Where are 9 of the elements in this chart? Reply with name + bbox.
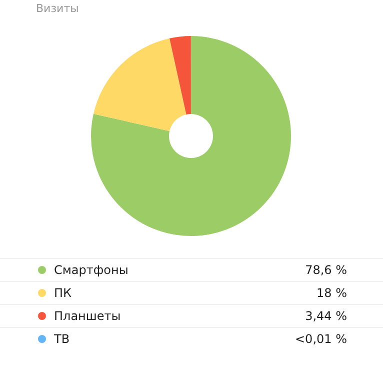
legend-label: ТВ <box>54 332 71 346</box>
legend-label: Планшеты <box>54 309 122 323</box>
legend-label: Смартфоны <box>54 263 130 277</box>
chart-title: Визиты <box>36 2 79 15</box>
data-label: 3,44 % <box>305 309 347 323</box>
legend-label: ПК <box>54 286 73 300</box>
data-label: 78,6 % <box>305 263 347 277</box>
data-label: <0,01 % <box>295 332 347 346</box>
data-label: 18 % <box>316 286 347 300</box>
